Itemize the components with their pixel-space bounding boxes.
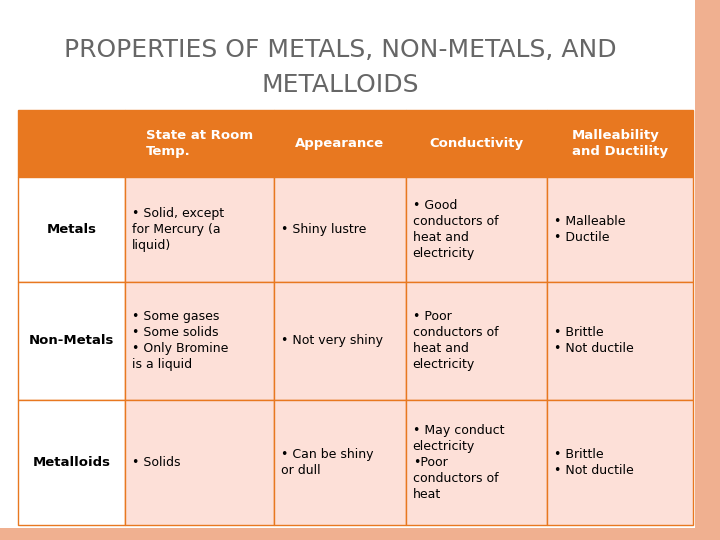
Text: • May conduct
electricity
•Poor
conductors of
heat: • May conduct electricity •Poor conducto… bbox=[413, 424, 504, 501]
Bar bbox=[547, 110, 693, 177]
Text: Malleability
and Ductility: Malleability and Ductility bbox=[572, 129, 668, 158]
Bar bbox=[125, 177, 274, 281]
Bar bbox=[274, 177, 405, 281]
Bar bbox=[18, 400, 125, 525]
Text: • Malleable
• Ductile: • Malleable • Ductile bbox=[554, 215, 626, 244]
Bar bbox=[18, 177, 125, 281]
Bar bbox=[18, 110, 125, 177]
Bar bbox=[405, 281, 547, 400]
Text: • Good
conductors of
heat and
electricity: • Good conductors of heat and electricit… bbox=[413, 199, 498, 260]
Text: • Not very shiny: • Not very shiny bbox=[281, 334, 382, 347]
Bar bbox=[125, 281, 274, 400]
Text: METALLOIDS: METALLOIDS bbox=[261, 73, 419, 97]
Text: • Can be shiny
or dull: • Can be shiny or dull bbox=[281, 448, 373, 477]
Bar bbox=[0, 528, 720, 540]
Bar bbox=[274, 281, 405, 400]
Text: • Solids: • Solids bbox=[132, 456, 181, 469]
Text: • Solid, except
for Mercury (a
liquid): • Solid, except for Mercury (a liquid) bbox=[132, 207, 224, 252]
Text: • Poor
conductors of
heat and
electricity: • Poor conductors of heat and electricit… bbox=[413, 310, 498, 371]
Text: Conductivity: Conductivity bbox=[430, 137, 523, 150]
Bar bbox=[125, 400, 274, 525]
Bar bbox=[405, 177, 547, 281]
Bar bbox=[405, 400, 547, 525]
Bar bbox=[18, 281, 125, 400]
Bar bbox=[405, 110, 547, 177]
Text: • Some gases
• Some solids
• Only Bromine
is a liquid: • Some gases • Some solids • Only Bromin… bbox=[132, 310, 228, 371]
Text: • Shiny lustre: • Shiny lustre bbox=[281, 223, 366, 236]
Text: Appearance: Appearance bbox=[295, 137, 384, 150]
Bar bbox=[547, 400, 693, 525]
Bar bbox=[274, 400, 405, 525]
Bar bbox=[274, 110, 405, 177]
Bar bbox=[547, 281, 693, 400]
Text: PROPERTIES OF METALS, NON-METALS, AND: PROPERTIES OF METALS, NON-METALS, AND bbox=[63, 38, 616, 62]
Text: State at Room
Temp.: State at Room Temp. bbox=[146, 129, 253, 158]
Text: Metals: Metals bbox=[47, 223, 96, 236]
Bar bbox=[125, 110, 274, 177]
Text: Non-Metals: Non-Metals bbox=[29, 334, 114, 347]
Text: Metalloids: Metalloids bbox=[32, 456, 111, 469]
Bar bbox=[695, 0, 720, 540]
Text: • Brittle
• Not ductile: • Brittle • Not ductile bbox=[554, 326, 634, 355]
Bar bbox=[547, 177, 693, 281]
Text: • Brittle
• Not ductile: • Brittle • Not ductile bbox=[554, 448, 634, 477]
